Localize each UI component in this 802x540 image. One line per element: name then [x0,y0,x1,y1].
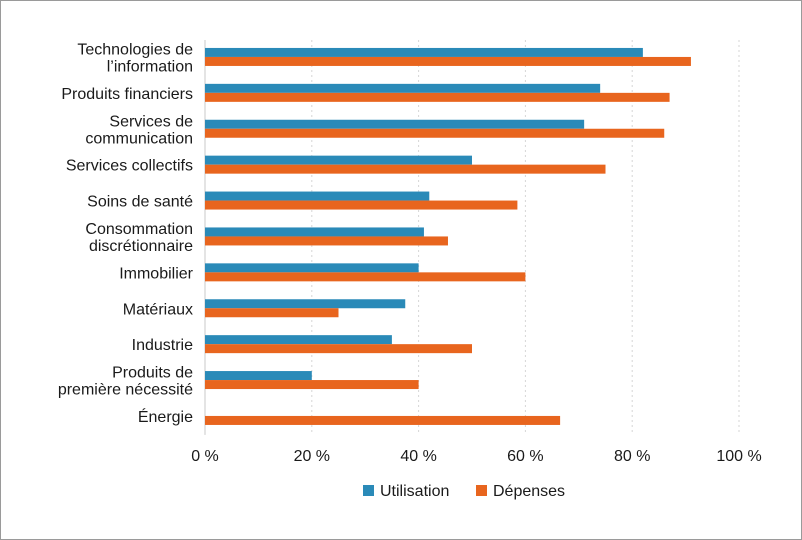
legend-swatch [476,485,487,496]
x-tick-label: 20 % [294,448,330,465]
bar-utilisation [205,263,419,273]
bar-utilisation [205,155,472,165]
bar-dpenses [205,236,448,246]
bar-dpenses [205,344,472,354]
category-label: Énergie [138,407,193,426]
bar-utilisation [205,227,424,237]
bar-utilisation [205,299,406,309]
bar-dpenses [205,128,665,138]
category-label: première nécessité [58,382,193,399]
category-label: discrétionnaire [89,238,193,255]
bar-dpenses [205,200,518,210]
legend: Utilisation Dépenses [363,483,565,500]
x-tick-label: 100 % [716,448,761,465]
category-label: Produits de [112,365,193,382]
legend-label: Dépenses [493,483,565,500]
bars [205,47,691,425]
bar-dpenses [205,415,561,425]
category-label: l’information [107,58,193,75]
category-label: Technologies de [77,41,193,58]
bar-dpenses [205,380,419,390]
bar-utilisation [205,335,392,345]
bar-utilisation [205,371,312,381]
bar-dpenses [205,56,691,66]
category-label: Services de [109,113,193,130]
category-label: Soins de santé [87,194,193,211]
bar-dpenses [205,92,670,102]
legend-swatch [363,485,374,496]
bar-utilisation [205,47,643,57]
bar-utilisation [205,191,430,201]
bar-utilisation [205,119,585,129]
category-label: communication [85,130,193,147]
category-label: Matériaux [123,301,193,318]
x-tick-label: 40 % [400,448,436,465]
x-tick-label: 0 % [191,448,219,465]
category-label: Produits financiers [61,86,193,103]
category-label: Services collectifs [66,158,193,175]
x-tick-label: 60 % [507,448,543,465]
category-label: Industrie [132,337,193,354]
bar-dpenses [205,164,606,174]
bar-dpenses [205,272,526,282]
category-labels: Technologies del’information Produits fin… [58,41,194,426]
category-label: Consommation [85,221,193,238]
category-label: Immobilier [119,265,193,282]
x-axis-ticks: 0 % 20 % 40 % 60 % 80 % 100 % [191,448,761,465]
bar-utilisation [205,83,601,93]
x-tick-label: 80 % [614,448,650,465]
bar-dpenses [205,308,339,318]
legend-label: Utilisation [380,483,449,500]
